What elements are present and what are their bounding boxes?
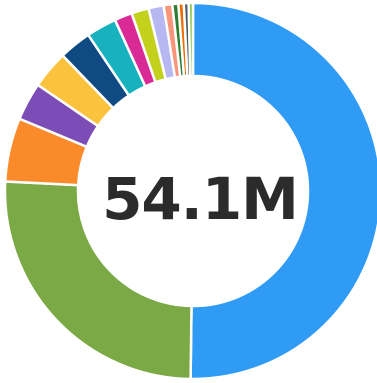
center-total-label: 54.1M	[102, 165, 298, 233]
donut-slice-1[interactable]	[189, 1, 377, 381]
donut-slices	[3, 1, 377, 381]
donut-slice-2[interactable]	[3, 180, 193, 381]
donut-slice-15[interactable]	[187, 1, 195, 78]
